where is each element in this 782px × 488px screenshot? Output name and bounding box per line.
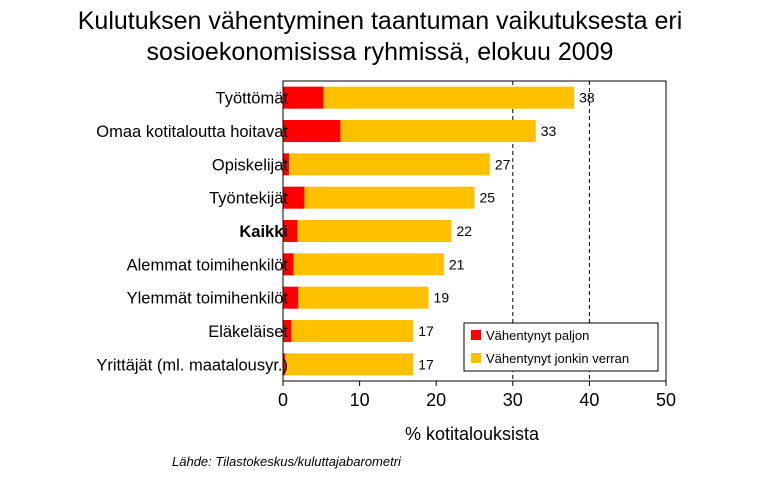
category-label: Työntekijät bbox=[209, 190, 288, 208]
bar-paljon-5 bbox=[283, 253, 294, 276]
category-label: Kaikki bbox=[239, 223, 288, 241]
category-label: Alemmat toimihenkilöt bbox=[127, 256, 289, 274]
legend-label-paljon: Vähentynyt paljon bbox=[486, 328, 589, 343]
category-label: Omaa kotitaloutta hoitavat bbox=[96, 123, 288, 141]
bar-paljon-8 bbox=[283, 353, 286, 376]
legend-swatch-paljon bbox=[471, 330, 481, 340]
bar-paljon-7 bbox=[283, 320, 292, 342]
legend-box bbox=[463, 322, 659, 372]
x-tick-label: 40 bbox=[579, 390, 599, 410]
x-tick-label: 50 bbox=[656, 390, 676, 410]
x-tick-label: 0 bbox=[278, 390, 288, 410]
axis-layer: 0 10 20 30 40 50 bbox=[278, 80, 676, 410]
bar-jonkin-verran-6 bbox=[298, 286, 429, 309]
x-tick-label: 20 bbox=[426, 390, 446, 410]
value-label: 21 bbox=[449, 256, 465, 272]
chart-title-line-2: sosioekonomisissa ryhmissä, elokuu 2009 bbox=[146, 38, 614, 66]
category-label: Ylemmät toimihenkilöt bbox=[127, 290, 289, 308]
bar-paljon-6 bbox=[283, 286, 299, 309]
legend: Vähentynyt paljon Vähentynyt jonkin verr… bbox=[463, 322, 659, 372]
source-note: Lähde: Tilastokeskus/kuluttajabarometri bbox=[172, 454, 401, 469]
bar-paljon-1 bbox=[283, 120, 341, 142]
value-label: 27 bbox=[495, 156, 511, 172]
category-label: Työttömät bbox=[216, 90, 289, 108]
bar-jonkin-verran-2 bbox=[289, 153, 490, 176]
bar-jonkin-verran-4 bbox=[297, 220, 452, 242]
value-label: 17 bbox=[418, 356, 434, 372]
category-label: Yrittäjät (ml. maatalousyr.) bbox=[96, 356, 288, 374]
bar-jonkin-verran-3 bbox=[304, 186, 475, 209]
bar-paljon-3 bbox=[283, 186, 305, 209]
chart-title: Kulutuksen vähentyminen taantuman vaikut… bbox=[0, 6, 760, 68]
bar-paljon-2 bbox=[283, 153, 290, 176]
bar-jonkin-verran-7 bbox=[291, 320, 414, 342]
category-label: Opiskelijat bbox=[212, 156, 289, 174]
bar-jonkin-verran-8 bbox=[285, 353, 414, 376]
value-label: 22 bbox=[457, 223, 473, 239]
value-label: 25 bbox=[480, 190, 496, 206]
bar-paljon-4 bbox=[283, 220, 298, 242]
labels-layer: Työttömät 38 Omaa kotitaloutta hoitavat 33 O… bbox=[96, 90, 595, 375]
category-label: Eläkeläiset bbox=[208, 323, 288, 341]
value-label: 38 bbox=[579, 90, 595, 106]
plot-frame bbox=[282, 80, 667, 382]
value-label: 33 bbox=[541, 123, 557, 139]
bar-jonkin-verran-5 bbox=[293, 253, 444, 276]
x-tick-label: 30 bbox=[503, 390, 523, 410]
x-tick-label: 10 bbox=[350, 390, 370, 410]
bar-jonkin-verran-0 bbox=[323, 86, 575, 109]
bars-layer bbox=[283, 86, 575, 376]
bar-paljon-0 bbox=[283, 86, 324, 109]
value-label: 17 bbox=[418, 323, 434, 339]
chart-title-line-1: Kulutuksen vähentyminen taantuman vaikut… bbox=[77, 7, 683, 35]
x-axis-title: % kotitalouksista bbox=[405, 424, 540, 444]
legend-swatch-jonkin-verran bbox=[471, 353, 481, 363]
bar-jonkin-verran-1 bbox=[340, 120, 536, 142]
value-label: 19 bbox=[434, 290, 450, 306]
legend-label-jonkin-verran: Vähentynyt jonkin verran bbox=[486, 351, 629, 366]
